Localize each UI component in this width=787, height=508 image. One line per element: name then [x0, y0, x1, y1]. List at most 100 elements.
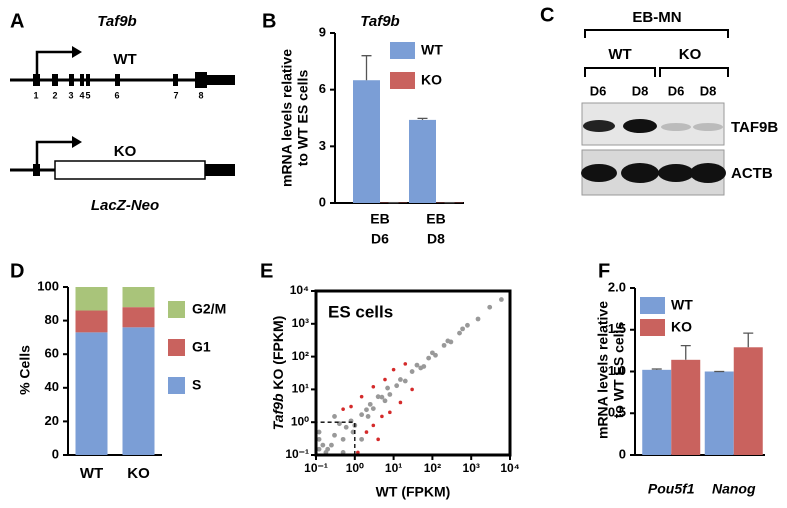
x-tick-label: EB: [426, 211, 445, 227]
x-tick-label: Pou5f1: [648, 481, 695, 497]
x-tick-label: 10¹: [385, 461, 402, 475]
point: [421, 364, 427, 369]
panel-label: E: [260, 260, 273, 282]
legend-swatch: [390, 42, 415, 59]
bar-segment: [75, 310, 108, 333]
point: [356, 450, 360, 455]
group-label: KO: [679, 46, 702, 63]
gene-title: Taf9b: [97, 13, 136, 30]
bar: [409, 119, 436, 203]
y-tick-label: 6: [319, 81, 326, 96]
y-tick-label: 1.0: [608, 363, 626, 378]
panel-label: C: [540, 4, 554, 26]
bar-segment: [122, 287, 155, 308]
point: [316, 429, 322, 435]
x-tick-label: 10⁴: [500, 461, 519, 475]
wt-label: WT: [113, 51, 136, 68]
panel-label: F: [598, 260, 610, 282]
lane-label: D8: [700, 83, 717, 98]
point: [409, 369, 415, 374]
arrow-head: [72, 46, 82, 58]
point: [329, 442, 334, 448]
point: [383, 377, 387, 382]
ko-label: KO: [114, 143, 137, 160]
point: [426, 355, 432, 361]
lane-label: D6: [590, 83, 607, 98]
exon-label: 3: [68, 90, 73, 100]
point: [332, 414, 337, 419]
y-axis-label: to WT ES cells: [295, 70, 311, 167]
point: [316, 446, 322, 452]
y-tick-label: 10¹: [292, 382, 309, 396]
exon: [195, 72, 207, 88]
point: [391, 367, 396, 372]
bar-segment: [75, 332, 108, 455]
bar-segment: [122, 327, 155, 455]
exon-label: 8: [198, 90, 203, 100]
bar: [642, 369, 672, 455]
exon: [80, 74, 84, 86]
y-axis-label-part: KO (FPKM): [270, 316, 286, 394]
x-tick-label: D8: [427, 231, 445, 247]
arrow-head: [72, 136, 82, 148]
bar: [704, 371, 734, 455]
point: [398, 377, 403, 382]
threshold-box: [316, 421, 356, 455]
point: [340, 436, 346, 442]
y-axis-label: % Cells: [17, 345, 33, 395]
error-bar: [680, 344, 691, 360]
y-tick-label: 40: [45, 379, 59, 394]
band: [581, 164, 617, 182]
legend-swatch: [390, 72, 415, 89]
chart-title: ES cells: [328, 302, 393, 321]
point: [341, 407, 345, 411]
exon: [52, 74, 58, 86]
legend-label: WT: [671, 297, 693, 313]
y-tick-label: 2.0: [608, 279, 626, 294]
point: [379, 394, 385, 400]
point: [445, 338, 451, 344]
x-tick-label: D6: [371, 231, 389, 247]
y-axis-label: to WT ES cells: [611, 322, 627, 419]
bar: [733, 347, 763, 455]
error-bar: [651, 368, 662, 370]
point: [403, 362, 408, 366]
point: [410, 387, 414, 392]
legend-label: S: [192, 377, 201, 393]
cassette-box: [54, 160, 206, 180]
x-tick-label: 10⁻¹: [304, 461, 328, 475]
exon: [173, 74, 178, 86]
y-tick-label: 10³: [292, 316, 309, 330]
y-tick-label: 20: [45, 413, 59, 428]
point: [387, 392, 393, 397]
legend-label: KO: [671, 319, 692, 335]
y-tick-label: 10²: [292, 349, 309, 363]
blot-header: EB-MN: [632, 9, 681, 26]
error-bar: [743, 332, 754, 348]
tss-arrow: [35, 140, 72, 170]
panel-label: D: [10, 260, 24, 282]
point: [402, 378, 408, 384]
legend-swatch: [640, 319, 665, 336]
point: [316, 436, 322, 442]
point: [465, 322, 470, 328]
exon-label: 4: [79, 90, 84, 100]
x-tick-label: WT: [80, 465, 103, 482]
point: [364, 430, 369, 434]
cassette-label: LacZ-Neo: [91, 197, 159, 214]
bar-segment: [75, 287, 108, 311]
error-bar: [417, 117, 428, 120]
y-tick-label: 80: [45, 312, 59, 327]
legend-label: KO: [421, 72, 442, 88]
y-axis-label: mRNA levels relative: [595, 301, 611, 439]
point: [359, 436, 365, 442]
point: [382, 398, 388, 404]
point: [498, 297, 504, 302]
bracket: [584, 67, 656, 77]
legend-label: G2/M: [192, 301, 226, 317]
western-blot: EB-MN WT KO D6 D8 D6 D8 TAF9B ACTB: [581, 9, 778, 196]
y-axis-label-part: Taf9b: [270, 393, 286, 430]
x-tick-label: KO: [127, 465, 150, 482]
point: [364, 407, 369, 413]
